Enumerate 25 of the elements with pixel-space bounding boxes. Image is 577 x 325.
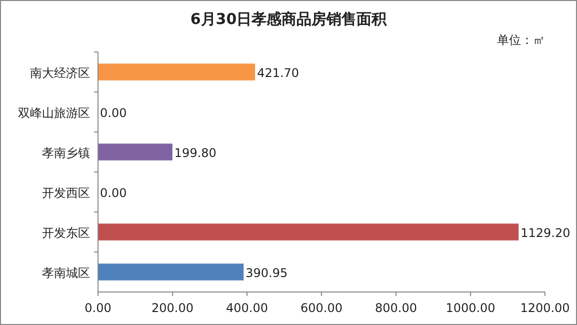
y-tick-label: 双峰山旅游区 xyxy=(18,106,90,120)
x-tick-label: 0.00 xyxy=(84,301,112,315)
data-label: 199.80 xyxy=(174,146,216,160)
data-label: 1129.20 xyxy=(520,226,570,240)
data-label: 0.00 xyxy=(100,186,127,200)
data-label: 390.95 xyxy=(246,266,288,280)
y-tick-label: 开发东区 xyxy=(42,226,90,240)
x-tick-label: 200.00 xyxy=(152,301,194,315)
bar xyxy=(98,144,172,160)
bar xyxy=(98,64,256,80)
x-tick-label: 400.00 xyxy=(226,301,268,315)
y-tick-label: 孝南乡镇 xyxy=(42,146,90,160)
x-tick-label: 600.00 xyxy=(300,301,342,315)
text: 单位：㎡ xyxy=(497,33,545,47)
data-label: 421.70 xyxy=(257,66,300,80)
y-tick-label: 孝南城区 xyxy=(42,266,90,280)
x-tick-label: 1200.00 xyxy=(520,301,570,315)
x-tick-label: 800.00 xyxy=(375,301,417,315)
x-tick-label: 1000.00 xyxy=(446,301,496,315)
y-tick-label: 南大经济区 xyxy=(30,66,90,80)
bar xyxy=(98,264,244,280)
chart-title: 6月30日孝感商品房销售面积 xyxy=(190,10,388,28)
data-label: 0.00 xyxy=(100,106,127,120)
bar xyxy=(98,224,519,240)
y-tick-label: 开发西区 xyxy=(42,186,90,200)
